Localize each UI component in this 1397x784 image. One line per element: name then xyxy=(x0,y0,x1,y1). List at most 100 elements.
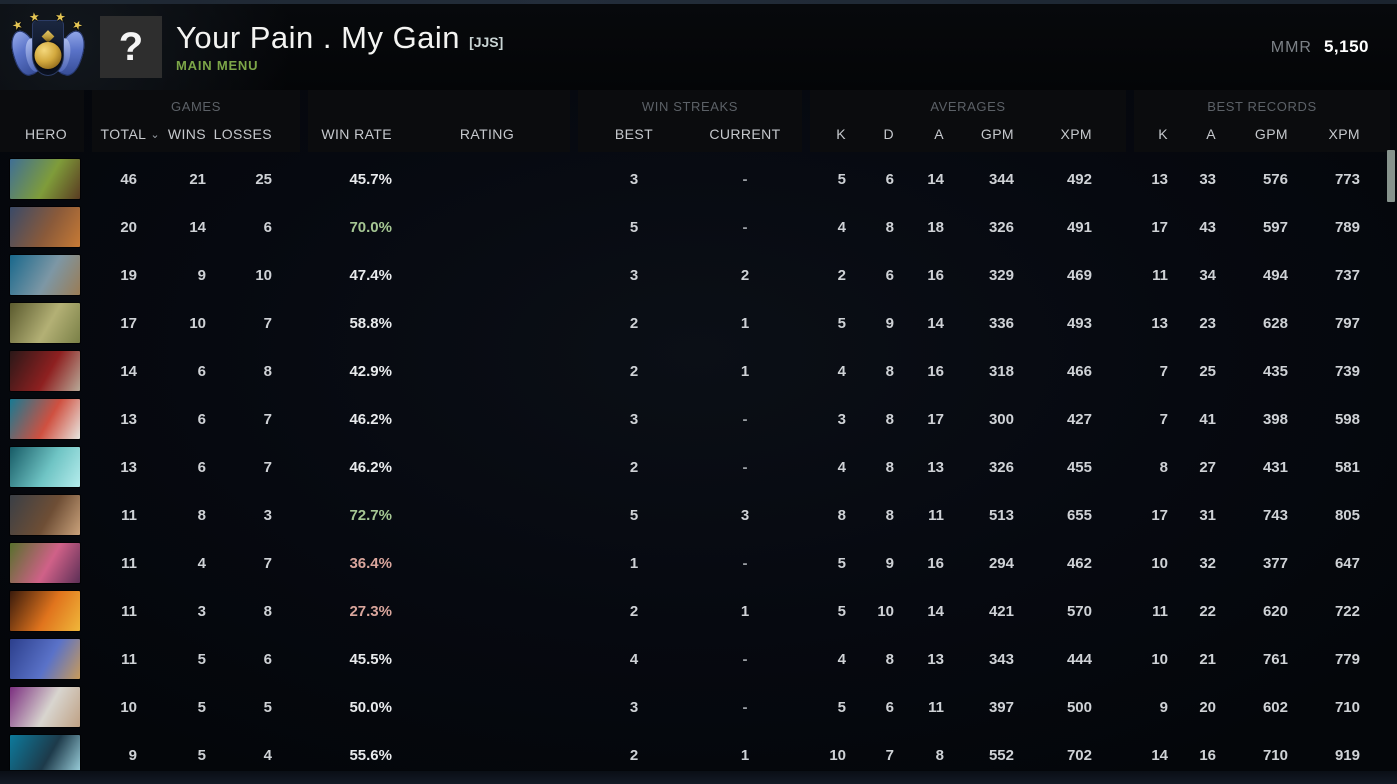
best-assists-value: 41 xyxy=(1199,410,1216,428)
rating-header-panel xyxy=(308,90,570,152)
hero-stats-row[interactable]: 10 5 5 50.0% 3 - 5 6 11 397 500 9 20 602… xyxy=(0,683,1397,731)
win-rate-value: 55.6% xyxy=(349,746,392,764)
avg-xpm-value: 444 xyxy=(1066,650,1092,668)
losses-value: 7 xyxy=(263,458,272,476)
avg-xpm-value: 570 xyxy=(1066,602,1092,620)
col-avg-xpm[interactable]: XPM xyxy=(1060,126,1092,142)
avg-xpm-value: 492 xyxy=(1066,170,1092,188)
scrollbar-thumb[interactable] xyxy=(1387,150,1395,202)
avg-assists-value: 13 xyxy=(927,458,944,476)
hero-stats-row[interactable]: 11 8 3 72.7% 5 3 8 8 11 513 655 17 31 74… xyxy=(0,491,1397,539)
best-assists-value: 33 xyxy=(1199,170,1216,188)
total-games-value: 13 xyxy=(120,458,137,476)
current-streak-value: 1 xyxy=(740,362,750,380)
avg-xpm-value: 462 xyxy=(1066,554,1092,572)
hero-stats-row[interactable]: 11 5 6 45.5% 4 - 4 8 13 343 444 10 21 76… xyxy=(0,635,1397,683)
avg-deaths-value: 8 xyxy=(885,458,894,476)
best-xpm-value: 773 xyxy=(1334,170,1360,188)
current-streak-value: - xyxy=(742,458,748,476)
best-gpm-value: 743 xyxy=(1262,506,1288,524)
best-xpm-value: 779 xyxy=(1334,650,1360,668)
avg-gpm-value: 552 xyxy=(988,746,1014,764)
col-avg-assists[interactable]: A xyxy=(934,126,944,142)
hero-portrait-bloodseeker xyxy=(10,351,80,391)
avg-xpm-value: 466 xyxy=(1066,362,1092,380)
best-streak-value: 3 xyxy=(629,266,639,284)
col-streak-current[interactable]: CURRENT xyxy=(709,126,781,142)
hero-portrait-winter-wyvern xyxy=(10,447,80,487)
hero-stats-row[interactable]: 13 6 7 46.2% 3 - 3 8 17 300 427 7 41 398… xyxy=(0,395,1397,443)
win-rate-value: 47.4% xyxy=(349,266,392,284)
losses-value: 4 xyxy=(263,746,272,764)
best-xpm-value: 789 xyxy=(1334,218,1360,236)
losses-value: 25 xyxy=(255,170,272,188)
player-name: Your Pain . My Gain xyxy=(176,19,461,55)
hero-stats-row[interactable]: 11 4 7 36.4% 1 - 5 9 16 294 462 10 32 37… xyxy=(0,539,1397,587)
col-wins[interactable]: WINS xyxy=(167,126,206,142)
player-avatar[interactable]: ? xyxy=(100,16,162,78)
best-streak-value: 4 xyxy=(629,650,639,668)
hero-stats-row[interactable]: 19 9 10 47.4% 3 2 2 6 16 329 469 11 34 4… xyxy=(0,251,1397,299)
hero-stats-row[interactable]: 17 10 7 58.8% 2 1 5 9 14 336 493 13 23 6… xyxy=(0,299,1397,347)
bottom-edge-bar xyxy=(0,770,1397,784)
col-best-assists[interactable]: A xyxy=(1206,126,1216,142)
wins-value: 8 xyxy=(197,506,206,524)
losses-value: 6 xyxy=(263,218,272,236)
avg-kills-value: 2 xyxy=(837,266,846,284)
best-assists-value: 31 xyxy=(1199,506,1216,524)
col-total[interactable]: TOTAL ⌄ xyxy=(100,126,160,142)
avg-kills-value: 8 xyxy=(837,506,846,524)
hero-stats-row[interactable]: 11 3 8 27.3% 2 1 5 10 14 421 570 11 22 6… xyxy=(0,587,1397,635)
win-rate-value: 36.4% xyxy=(349,554,392,572)
best-kills-value: 11 xyxy=(1152,266,1168,284)
avg-gpm-value: 326 xyxy=(988,218,1014,236)
wins-value: 4 xyxy=(197,554,206,572)
avg-deaths-value: 6 xyxy=(885,698,894,716)
total-games-value: 46 xyxy=(120,170,137,188)
wins-value: 21 xyxy=(189,170,206,188)
col-best-xpm[interactable]: XPM xyxy=(1328,126,1360,142)
col-avg-gpm[interactable]: GPM xyxy=(980,126,1014,142)
best-gpm-value: 398 xyxy=(1262,410,1288,428)
best-gpm-value: 761 xyxy=(1262,650,1288,668)
col-losses[interactable]: LOSSES xyxy=(213,126,272,142)
best-xpm-value: 739 xyxy=(1334,362,1360,380)
avg-deaths-value: 6 xyxy=(885,170,894,188)
averages-group-title: AVERAGES xyxy=(930,99,1006,114)
col-best-gpm[interactable]: GPM xyxy=(1254,126,1288,142)
losses-value: 7 xyxy=(263,554,272,572)
best-streak-value: 2 xyxy=(629,746,639,764)
col-hero[interactable]: HERO xyxy=(24,126,68,142)
col-rating[interactable]: RATING xyxy=(459,126,515,142)
col-best-kills[interactable]: K xyxy=(1158,126,1168,142)
top-edge-strip xyxy=(0,0,1397,4)
avg-xpm-value: 655 xyxy=(1066,506,1092,524)
hero-stats-row[interactable]: 9 5 4 55.6% 2 1 10 7 8 552 702 14 16 710… xyxy=(0,731,1397,772)
medal-star-icon: ★ xyxy=(54,9,67,25)
col-streak-best[interactable]: BEST xyxy=(614,126,654,142)
hero-stats-row[interactable]: 14 6 8 42.9% 2 1 4 8 16 318 466 7 25 435… xyxy=(0,347,1397,395)
col-win-rate[interactable]: WIN RATE xyxy=(321,126,392,142)
hero-stats-row[interactable]: 20 14 6 70.0% 5 - 4 8 18 326 491 17 43 5… xyxy=(0,203,1397,251)
win-streaks-group-title: WIN STREAKS xyxy=(641,99,739,114)
avg-deaths-value: 7 xyxy=(885,746,894,764)
hero-portrait-kunkka xyxy=(10,495,80,535)
avg-deaths-value: 6 xyxy=(885,266,894,284)
win-rate-value: 72.7% xyxy=(349,506,392,524)
best-kills-value: 10 xyxy=(1151,554,1168,572)
losses-value: 5 xyxy=(263,698,272,716)
avg-assists-value: 8 xyxy=(935,746,944,764)
col-avg-deaths[interactable]: D xyxy=(883,126,894,142)
losses-value: 7 xyxy=(263,314,272,332)
avg-xpm-value: 491 xyxy=(1066,218,1092,236)
total-games-value: 10 xyxy=(120,698,137,716)
avg-xpm-value: 500 xyxy=(1066,698,1092,716)
hero-stats-row[interactable]: 46 21 25 45.7% 3 - 5 6 14 344 492 13 33 … xyxy=(0,155,1397,203)
best-gpm-value: 710 xyxy=(1262,746,1288,764)
avg-assists-value: 16 xyxy=(927,266,944,284)
hero-stats-row[interactable]: 13 6 7 46.2% 2 - 4 8 13 326 455 8 27 431… xyxy=(0,443,1397,491)
col-avg-kills[interactable]: K xyxy=(836,126,846,142)
losses-value: 8 xyxy=(263,602,272,620)
best-gpm-value: 494 xyxy=(1262,266,1288,284)
main-menu-link[interactable]: MAIN MENU xyxy=(176,57,259,73)
